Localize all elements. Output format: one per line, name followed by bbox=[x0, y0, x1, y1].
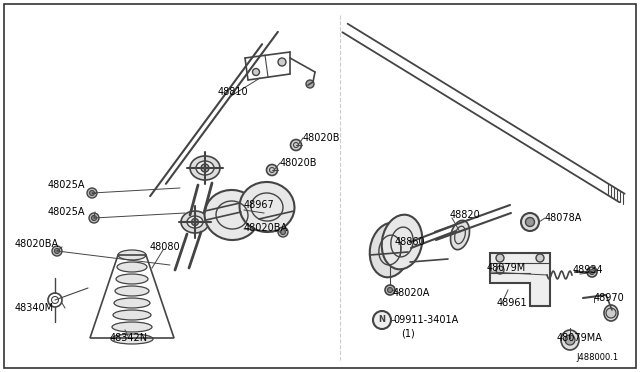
Text: 48967: 48967 bbox=[244, 200, 275, 210]
Ellipse shape bbox=[114, 298, 150, 308]
Circle shape bbox=[201, 164, 209, 172]
Circle shape bbox=[387, 288, 392, 292]
Ellipse shape bbox=[370, 223, 410, 277]
Ellipse shape bbox=[239, 182, 294, 232]
Text: 48078A: 48078A bbox=[545, 213, 582, 223]
Ellipse shape bbox=[187, 216, 203, 228]
Ellipse shape bbox=[604, 305, 618, 321]
Text: 48820: 48820 bbox=[450, 210, 481, 220]
Text: 48020BA: 48020BA bbox=[15, 239, 59, 249]
Text: 48079MA: 48079MA bbox=[557, 333, 603, 343]
Text: 48340M: 48340M bbox=[15, 303, 54, 313]
Ellipse shape bbox=[381, 215, 422, 269]
Ellipse shape bbox=[190, 156, 220, 180]
Text: (1): (1) bbox=[401, 328, 415, 338]
Text: 09911-3401A: 09911-3401A bbox=[393, 315, 458, 325]
Ellipse shape bbox=[118, 250, 146, 260]
Ellipse shape bbox=[451, 220, 470, 250]
Circle shape bbox=[606, 308, 616, 318]
Circle shape bbox=[565, 335, 575, 345]
Text: N: N bbox=[378, 315, 385, 324]
Circle shape bbox=[496, 254, 504, 262]
Text: 48025A: 48025A bbox=[48, 180, 86, 190]
Circle shape bbox=[525, 218, 534, 227]
Circle shape bbox=[291, 140, 301, 151]
Circle shape bbox=[496, 266, 504, 274]
Circle shape bbox=[587, 267, 597, 277]
Text: 48810: 48810 bbox=[218, 87, 248, 97]
Text: 48080: 48080 bbox=[150, 242, 180, 252]
Ellipse shape bbox=[181, 211, 209, 233]
Circle shape bbox=[52, 246, 62, 256]
Circle shape bbox=[589, 269, 595, 275]
Circle shape bbox=[521, 213, 539, 231]
Polygon shape bbox=[490, 253, 550, 306]
Text: 48020B: 48020B bbox=[280, 158, 317, 168]
Ellipse shape bbox=[112, 322, 152, 332]
Text: 48342N: 48342N bbox=[110, 333, 148, 343]
Ellipse shape bbox=[115, 286, 149, 296]
Text: 48079M: 48079M bbox=[487, 263, 526, 273]
Text: J488000.1: J488000.1 bbox=[576, 353, 618, 362]
Text: 48025A: 48025A bbox=[48, 207, 86, 217]
Circle shape bbox=[92, 215, 97, 221]
Circle shape bbox=[536, 254, 544, 262]
Circle shape bbox=[266, 164, 278, 176]
Ellipse shape bbox=[561, 330, 579, 350]
Ellipse shape bbox=[111, 334, 153, 344]
Text: 48020A: 48020A bbox=[393, 288, 430, 298]
Ellipse shape bbox=[113, 310, 151, 320]
Circle shape bbox=[54, 248, 60, 253]
Text: 48860: 48860 bbox=[395, 237, 426, 247]
Circle shape bbox=[278, 227, 288, 237]
Circle shape bbox=[306, 80, 314, 88]
Ellipse shape bbox=[205, 190, 259, 240]
Circle shape bbox=[191, 218, 198, 225]
Text: 48020B: 48020B bbox=[303, 133, 340, 143]
Text: 48020BA: 48020BA bbox=[244, 223, 288, 233]
Circle shape bbox=[90, 190, 95, 196]
Text: 48934: 48934 bbox=[573, 265, 604, 275]
Circle shape bbox=[373, 311, 391, 329]
Text: 48961: 48961 bbox=[497, 298, 527, 308]
Circle shape bbox=[280, 230, 285, 234]
Ellipse shape bbox=[117, 262, 147, 272]
Circle shape bbox=[87, 188, 97, 198]
Circle shape bbox=[253, 68, 259, 76]
Ellipse shape bbox=[116, 274, 148, 284]
Circle shape bbox=[89, 213, 99, 223]
Circle shape bbox=[278, 58, 286, 66]
Text: 48970: 48970 bbox=[594, 293, 625, 303]
Ellipse shape bbox=[196, 161, 214, 175]
Circle shape bbox=[385, 285, 395, 295]
